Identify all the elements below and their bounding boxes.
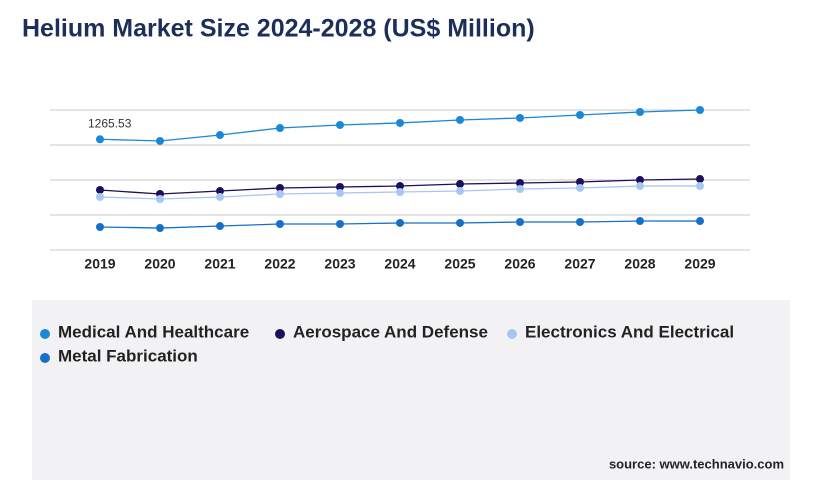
data-point	[636, 176, 644, 184]
legend-label: Electronics And Electrical	[525, 322, 734, 341]
chart-title: Helium Market Size 2024-2028 (US$ Millio…	[22, 15, 535, 43]
data-point	[636, 217, 644, 226]
x-tick-label: 2020	[144, 256, 175, 272]
legend-label: Medical And Healthcare	[58, 322, 249, 341]
data-point	[96, 135, 104, 144]
data-point	[396, 187, 404, 196]
data-point	[576, 178, 584, 187]
x-tick-label: 2028	[624, 256, 655, 272]
data-point	[576, 218, 584, 226]
data-point	[96, 185, 104, 194]
source: source: www.technavio.com	[609, 456, 784, 471]
data-point	[456, 187, 464, 196]
data-point	[456, 115, 464, 124]
legend-marker	[40, 353, 50, 363]
legend-marker	[275, 329, 285, 339]
data-point	[516, 185, 524, 194]
data-point	[336, 220, 344, 229]
x-tick-label: 2019	[84, 256, 115, 272]
data-point	[216, 131, 224, 140]
data-point	[456, 180, 464, 189]
data-point	[396, 218, 404, 227]
data-point	[276, 190, 284, 198]
legend-label: Aerospace And Defense	[293, 322, 488, 341]
legend-label: Metal Fabrication	[58, 346, 198, 365]
data-point	[156, 194, 164, 203]
data-point	[396, 182, 404, 191]
data-point	[516, 218, 524, 226]
data-point	[96, 222, 104, 231]
data-point	[156, 136, 164, 145]
x-tick-label: 2024	[384, 256, 415, 272]
data-point	[156, 224, 164, 233]
x-tick-label: 2021	[204, 256, 235, 272]
data-point	[636, 108, 644, 117]
x-tick-label: 2029	[684, 256, 715, 272]
data-point	[336, 183, 344, 191]
x-tick-label: 2025	[444, 256, 475, 272]
x-tick-label: 2023	[324, 256, 355, 272]
x-tick-label: 2022	[264, 256, 295, 272]
panel	[32, 300, 790, 480]
x-tick-label: 2026	[504, 256, 535, 272]
legend-marker	[507, 329, 517, 339]
x-tick-label: 2027	[564, 256, 595, 272]
data-point	[696, 106, 704, 114]
data-point	[576, 110, 584, 119]
data-point	[216, 187, 224, 196]
data-point	[576, 183, 584, 192]
data-point	[516, 113, 524, 122]
data-point	[696, 217, 704, 226]
data-point	[96, 192, 104, 201]
data-point	[276, 124, 284, 133]
data-point	[396, 118, 404, 127]
data-label: 1265.53	[88, 116, 132, 130]
data-point	[336, 189, 344, 198]
data-point	[276, 183, 284, 192]
data-point	[216, 192, 224, 201]
data-point	[516, 178, 524, 187]
legend-marker	[40, 329, 50, 339]
data-point	[276, 220, 284, 229]
data-point	[696, 175, 704, 184]
data-point	[696, 182, 704, 191]
data-point	[336, 120, 344, 129]
data-point	[636, 182, 644, 191]
data-point	[216, 222, 224, 231]
data-point	[456, 218, 464, 227]
